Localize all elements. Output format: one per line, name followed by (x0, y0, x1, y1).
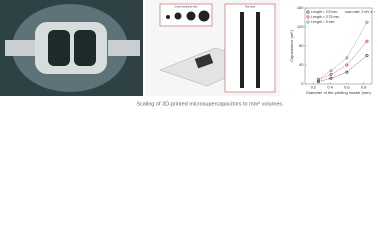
point (365, 39, 369, 43)
point (345, 70, 349, 74)
y-tick-label: 80 (299, 43, 304, 48)
legend-label: Length = 2.5 mm (311, 10, 337, 14)
diagram: Cross-sectional view Top view (145, 0, 280, 96)
legend-marker (306, 15, 310, 19)
caption: Scaling of 3D-printed microsupercapacito… (136, 101, 284, 107)
y-tick-label: 120 (297, 24, 304, 29)
x-axis-label: Diameter of the printing nozzle (mm) (306, 90, 371, 95)
device-photo (0, 0, 143, 96)
graphical-abstract: Cross-sectional view Top view Scaling of… (0, 0, 376, 107)
series-line (318, 55, 368, 82)
point (329, 76, 333, 80)
point (365, 53, 369, 57)
point (345, 63, 349, 67)
y-axis-label: Capacitance (mF) (289, 29, 294, 61)
y-tick-label: 160 (297, 5, 304, 10)
diagram-label: Cross-sectional view (175, 6, 198, 9)
point (365, 20, 369, 24)
y-tick-label: 0 (301, 81, 304, 86)
diagram-label: Top view (245, 6, 255, 9)
point (329, 69, 333, 73)
legend-label: Length = 5 mm (311, 20, 335, 24)
point (316, 77, 320, 81)
series-line (318, 41, 368, 81)
y-tick-label: 40 (299, 62, 304, 67)
point (345, 56, 349, 60)
x-tick-label: 0.4 (327, 85, 333, 90)
legend-label: Length = 3.75 mm (311, 15, 339, 19)
x-tick-label: 0.6 (344, 85, 350, 90)
legend-marker (306, 20, 310, 24)
point (329, 73, 333, 77)
x-tick-label: 0.8 (361, 85, 367, 90)
legend-marker (306, 10, 310, 14)
x-tick-label: 0.2 (311, 85, 317, 90)
annotation: scan rate: 2 mV s⁻¹ (345, 10, 376, 14)
series-line (318, 22, 368, 80)
